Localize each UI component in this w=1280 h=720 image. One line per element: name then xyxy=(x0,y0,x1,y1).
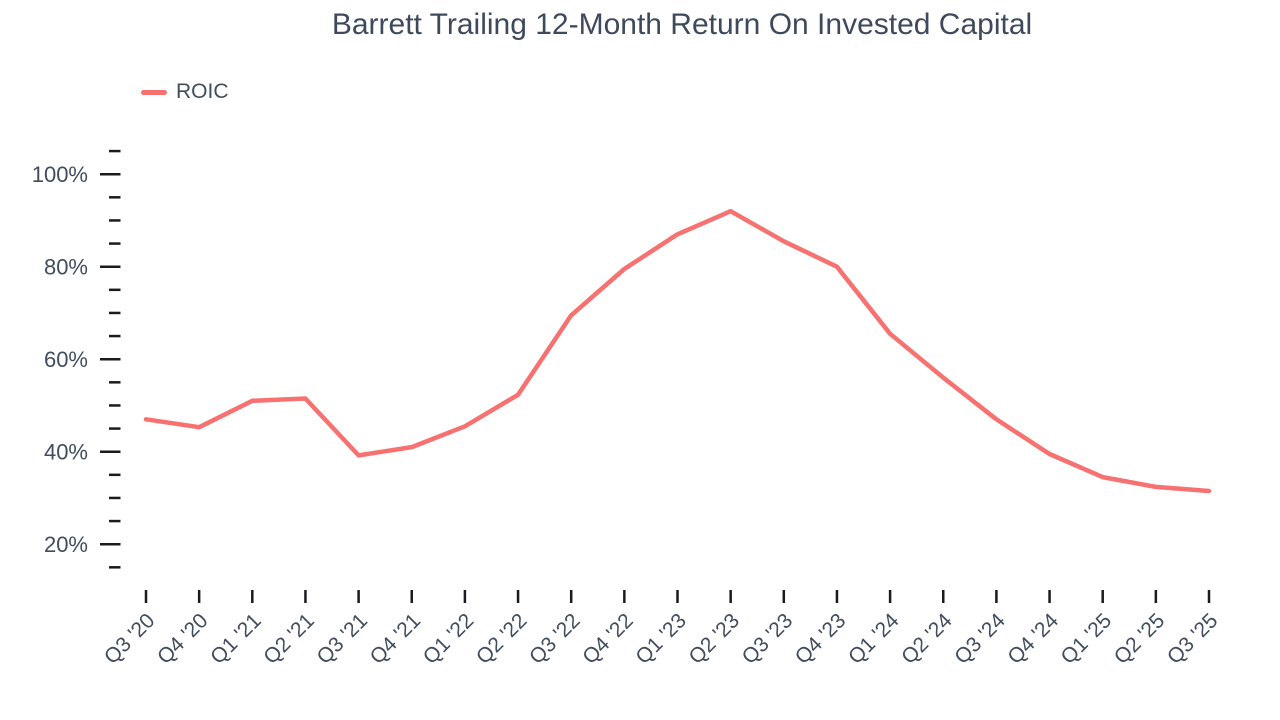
x-axis-label: Q3 '25 xyxy=(1163,609,1223,669)
x-axis-label: Q3 '23 xyxy=(738,609,798,669)
y-axis-label: 80% xyxy=(44,255,88,280)
x-axis-label: Q2 '25 xyxy=(1110,609,1170,669)
x-axis-label: Q4 '24 xyxy=(1003,609,1063,669)
y-axis-label: 100% xyxy=(32,162,88,187)
x-axis-label: Q3 '22 xyxy=(525,609,585,669)
y-axis-label: 40% xyxy=(44,440,88,465)
x-axis-label: Q1 '22 xyxy=(419,609,479,669)
y-axis-label: 20% xyxy=(44,532,88,557)
legend-line-swatch-icon xyxy=(141,89,167,95)
x-axis-label: Q1 '23 xyxy=(631,609,691,669)
x-axis-label: Q3 '24 xyxy=(950,609,1010,669)
x-axis-label: Q2 '21 xyxy=(259,609,319,669)
legend-label: ROIC xyxy=(176,80,229,103)
x-axis-label: Q1 '21 xyxy=(206,609,266,669)
x-axis-label: Q4 '21 xyxy=(366,609,426,669)
x-axis-label: Q2 '22 xyxy=(472,609,532,669)
x-axis-label: Q3 '20 xyxy=(100,609,160,669)
roic-line xyxy=(143,208,1212,494)
x-axis-label: Q2 '23 xyxy=(685,609,745,669)
x-axis-label: Q1 '24 xyxy=(844,609,904,669)
x-axis-label: Q2 '24 xyxy=(897,609,957,669)
x-axis-label: Q4 '23 xyxy=(791,609,851,669)
chart-title: Barrett Trailing 12-Month Return On Inve… xyxy=(331,8,1033,41)
x-axis-label: Q3 '21 xyxy=(312,609,372,669)
x-axis-label: Q4 '22 xyxy=(578,609,638,669)
legend-item-roic[interactable]: ROIC xyxy=(141,80,229,104)
y-axis-label: 60% xyxy=(44,347,88,372)
x-axis-label: Q1 '25 xyxy=(1057,609,1117,669)
x-axis-label: Q4 '20 xyxy=(153,609,213,669)
